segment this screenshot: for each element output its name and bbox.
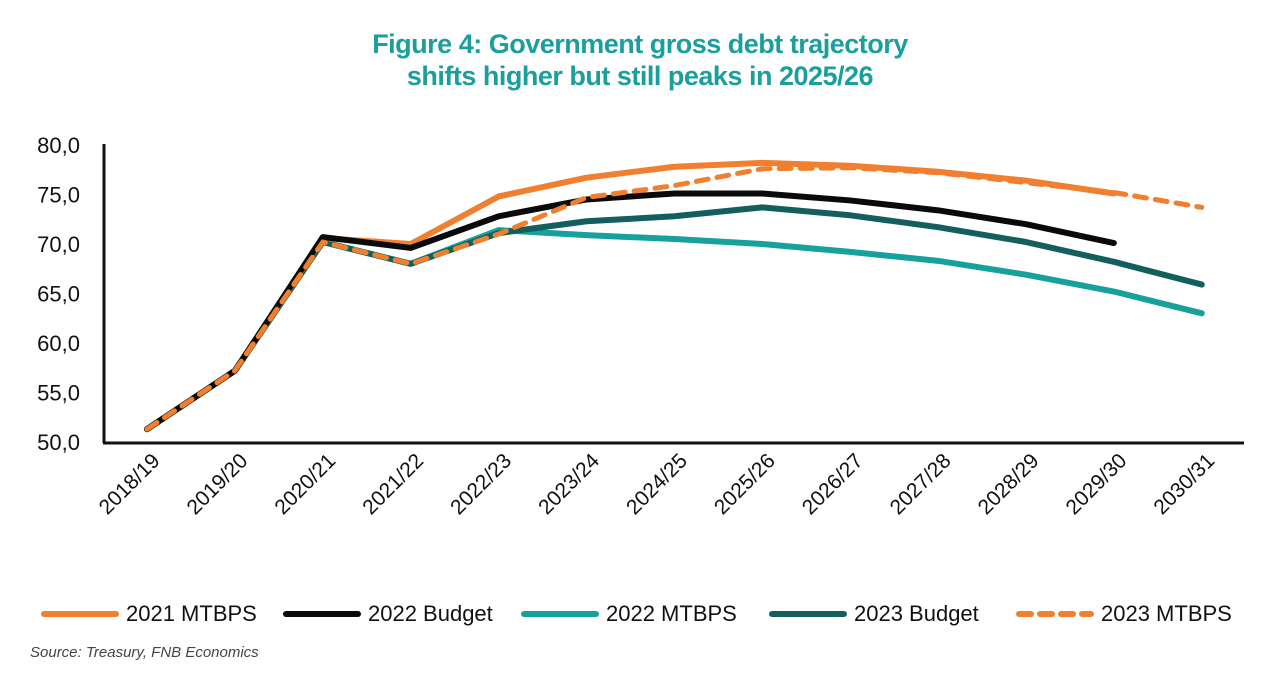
- x-tick-label: 2021/22: [358, 449, 428, 519]
- x-tick-label: 2027/28: [886, 449, 956, 519]
- source-note: Source: Treasury, FNB Economics: [30, 644, 259, 661]
- y-tick-label: 60,0: [37, 331, 80, 356]
- series-line-2022-budget: [144, 190, 1117, 433]
- legend-label: 2023 MTBPS: [1101, 601, 1232, 626]
- x-tick-label: 2023/24: [534, 449, 604, 519]
- series-line-2023-mtbps: [144, 165, 1205, 432]
- legend-swatch: [1016, 611, 1094, 617]
- y-tick-label: 65,0: [37, 282, 80, 307]
- x-tick-label: 2025/26: [710, 449, 780, 519]
- legend-label: 2021 MTBPS: [126, 601, 257, 626]
- x-tick-label: 2020/21: [270, 449, 340, 519]
- series-line-2021-mtbps: [144, 159, 1117, 433]
- legend-item: 2022 Budget: [282, 598, 493, 630]
- x-tick-label: 2024/25: [622, 449, 692, 519]
- legend-swatch: [769, 611, 847, 617]
- x-tick-label: 2022/23: [446, 449, 516, 519]
- y-tick-label: 80,0: [37, 133, 80, 158]
- x-tick-label: 2019/20: [182, 449, 252, 519]
- chart-title-line1: Figure 4: Government gross debt trajecto…: [372, 29, 908, 59]
- x-tick-label: 2029/30: [1061, 449, 1131, 519]
- legend-label: 2022 MTBPS: [606, 601, 737, 626]
- x-tick-label: 2018/19: [95, 449, 165, 519]
- legend-label: 2023 Budget: [854, 601, 979, 626]
- legend-swatch: [283, 611, 361, 617]
- x-tick-label: 2030/31: [1149, 449, 1219, 519]
- legend-item: 2021 MTBPS: [40, 598, 257, 630]
- legend-label: 2022 Budget: [368, 601, 493, 626]
- x-tick-label: 2028/29: [974, 449, 1044, 519]
- legend-swatch: [521, 611, 599, 617]
- legend-item: 2022 MTBPS: [520, 598, 737, 630]
- legend-swatch: [41, 611, 119, 617]
- line-chart: 50,0 55,0 60,0 65,0 70,0 75,0 80,0 2018/19 2019…: [37, 133, 1244, 519]
- x-tick-label: 2026/27: [798, 449, 868, 519]
- chart-legend: 2021 MTBPS 2022 Budget 2022 MTBPS 2023 Budg…: [0, 598, 1280, 630]
- chart-title-line2: shifts higher but still peaks in 2025/26: [406, 61, 874, 91]
- legend-item: 2023 MTBPS: [1015, 598, 1232, 630]
- legend-item: 2023 Budget: [768, 598, 979, 630]
- y-tick-label: 55,0: [37, 381, 80, 406]
- y-tick-label: 50,0: [37, 430, 80, 455]
- chart-title: Figure 4: Government gross debt trajecto…: [0, 28, 1280, 92]
- y-tick-label: 70,0: [37, 232, 80, 257]
- y-tick-label: 75,0: [37, 183, 80, 208]
